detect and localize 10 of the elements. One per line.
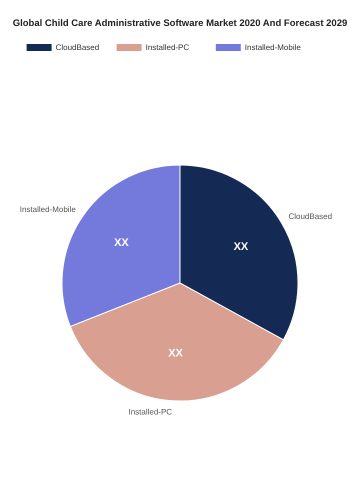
slice-label: Installed-PC [128,407,172,416]
data-label: XX [234,240,249,253]
data-label: XX [114,237,130,250]
slice-label: Installed-Mobile [20,205,76,214]
slice-label: CloudBased [288,212,332,221]
legend-label: Installed-PC [146,43,190,52]
chart-title: Global Child Care Administrative Software Market 2020 And Forecast 2029 [12,18,348,29]
data-label: XX [168,348,184,360]
legend-label: CloudBased [56,43,100,52]
legend-label: Installed-Mobile [244,43,302,52]
